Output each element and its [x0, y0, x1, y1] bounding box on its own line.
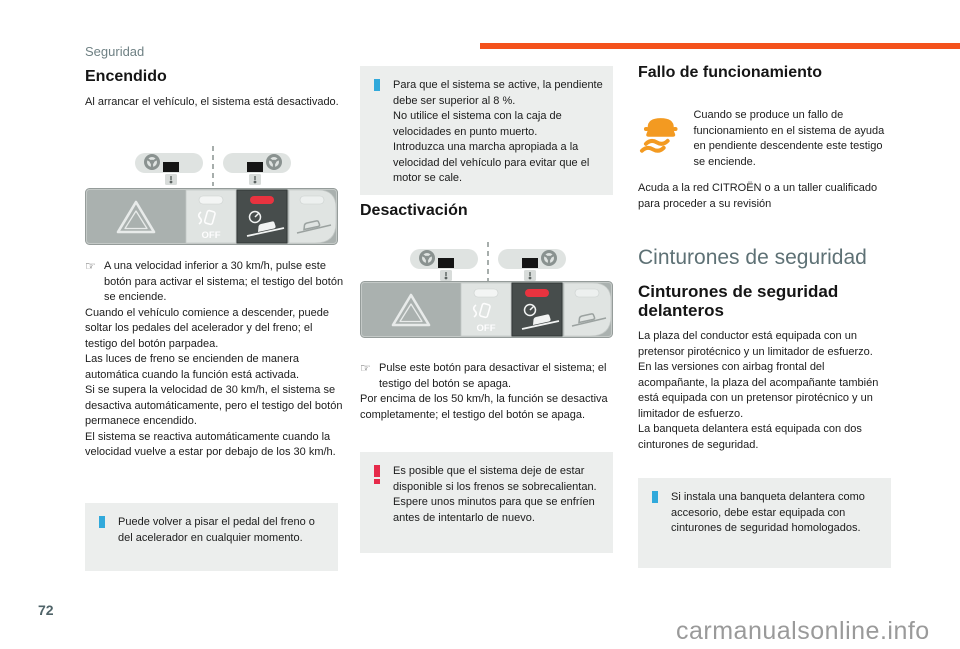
lhd-rhd-dashboard-diagram: [135, 146, 291, 186]
info-icon: [652, 491, 658, 503]
hill-start-icon: [296, 220, 332, 234]
indicator-lamp-off: [299, 195, 325, 205]
encendido-intro: Al arrancar el vehículo, el sistema está…: [85, 96, 339, 108]
esp-off-button: OFF: [460, 282, 512, 337]
steering-position-diagram: [360, 242, 615, 287]
button-console-marker: [438, 258, 454, 268]
hill-descent-icon: [521, 303, 560, 330]
hill-descent-button: [511, 282, 563, 337]
info-icon: [374, 79, 380, 91]
pointer-hand-icon: ☞: [360, 361, 371, 375]
esp-off-icon: [472, 302, 491, 319]
desactivacion-instructions: ☞ Pulse este botón para desactivar el si…: [360, 361, 620, 423]
indicator-lamp-off: [198, 195, 224, 205]
paragraph: Por encima de los 50 km/h, la función se…: [360, 393, 608, 421]
dealer-advice-text: Acuda a la red CITROËN o a un taller cua…: [638, 182, 878, 210]
info-line: Para que el sistema se active, la pendie…: [393, 79, 603, 107]
info-line: No utilice el sistema con la caja de vel…: [393, 110, 562, 138]
esp-off-label: OFF: [202, 230, 221, 241]
info-icon: [99, 516, 105, 528]
watermark-text: carmanualsonline.info: [676, 617, 930, 645]
bullet-text: A una velocidad inferior a 30 km/h, puls…: [104, 260, 344, 303]
hill-start-button: [288, 189, 337, 244]
info-box-slope: Para que el sistema se active, la pendie…: [360, 66, 613, 195]
chapter-label: Seguridad: [85, 44, 145, 59]
encendido-instructions: ☞ A una velocidad inferior a 30 km/h, pu…: [85, 259, 345, 461]
hazard-button-panel: OFF: [85, 188, 338, 245]
paragraph: En las versiones con airbag frontal del …: [638, 361, 879, 420]
subsection-title-delanteros: Cinturones de seguridad delanteros: [638, 282, 839, 320]
heading-desactivacion: Desactivación: [360, 202, 468, 219]
indicator-lamp-off: [574, 288, 600, 298]
hazard-button-panel: OFF: [360, 281, 613, 338]
indicator-lamp-on: [250, 196, 274, 204]
hazard-warning-icon: [116, 200, 156, 234]
paragraph: Las luces de freno se encienden de maner…: [85, 353, 300, 381]
paragraph: El sistema se reactiva automáticamente c…: [85, 430, 336, 459]
heading-encendido: Encendido: [85, 68, 167, 85]
info-line: Introduzca una marcha apropiada a la vel…: [393, 141, 590, 184]
esp-off-icon: [197, 209, 216, 226]
info-box-banqueta: Si instala una banqueta delantera como a…: [638, 478, 891, 568]
button-console-marker: [522, 258, 538, 268]
paragraph: La plaza del conductor está equipada con…: [638, 330, 873, 358]
esp-off-button: OFF: [185, 189, 237, 244]
esp-off-label: OFF: [477, 323, 496, 334]
paragraph: La banqueta delantera está equipada con …: [638, 423, 862, 451]
hazard-warning-icon: [391, 293, 431, 327]
instruction-bullet: ☞ Pulse este botón para desactivar el si…: [360, 361, 620, 392]
fault-indicator-row: Cuando se produce un fallo de funcionami…: [638, 108, 896, 170]
section-title-cinturones: Cinturones de seguridad: [638, 246, 867, 269]
fault-indicator-text: Cuando se produce un fallo de funcionami…: [693, 109, 885, 168]
indicator-lamp-off: [473, 288, 499, 298]
warning-text: Es posible que el sistema deje de estar …: [393, 465, 597, 524]
button-console-marker: [247, 162, 263, 172]
cinturones-body: La plaza del conductor está equipada con…: [638, 329, 896, 453]
info-text: Si instala una banqueta delantera como a…: [671, 491, 865, 534]
bullet-text: Pulse este botón para desactivar el sist…: [379, 362, 607, 390]
warning-icon: [374, 465, 380, 484]
skid-warning-icon: [639, 118, 678, 153]
paragraph: Cuando el vehículo comience a descender,…: [85, 306, 330, 350]
lhd-rhd-dashboard-diagram: [410, 242, 566, 282]
hill-descent-icon: [246, 210, 285, 237]
hill-descent-button: [236, 189, 288, 244]
button-console-marker: [163, 162, 179, 172]
indicator-lamp-on: [525, 289, 549, 297]
control-panel-figure: OFF: [85, 188, 338, 250]
instruction-bullet: ☞ A una velocidad inferior a 30 km/h, pu…: [85, 259, 345, 306]
steering-position-diagram: [85, 146, 340, 191]
accent-divider-bar: [480, 43, 960, 49]
warning-box-brakes: Es posible que el sistema deje de estar …: [360, 452, 613, 553]
hill-start-icon: [571, 313, 607, 327]
page-number: 72: [38, 602, 54, 618]
heading-fallo: Fallo de funcionamiento: [638, 64, 823, 81]
control-panel-figure: OFF: [360, 281, 613, 343]
paragraph: Si se supera la velocidad de 30 km/h, el…: [85, 384, 343, 427]
pointer-hand-icon: ☞: [85, 259, 96, 273]
hill-start-button: [563, 282, 612, 337]
info-text: Puede volver a pisar el pedal del freno …: [118, 516, 315, 544]
info-box-pedals: Puede volver a pisar el pedal del freno …: [85, 503, 338, 571]
